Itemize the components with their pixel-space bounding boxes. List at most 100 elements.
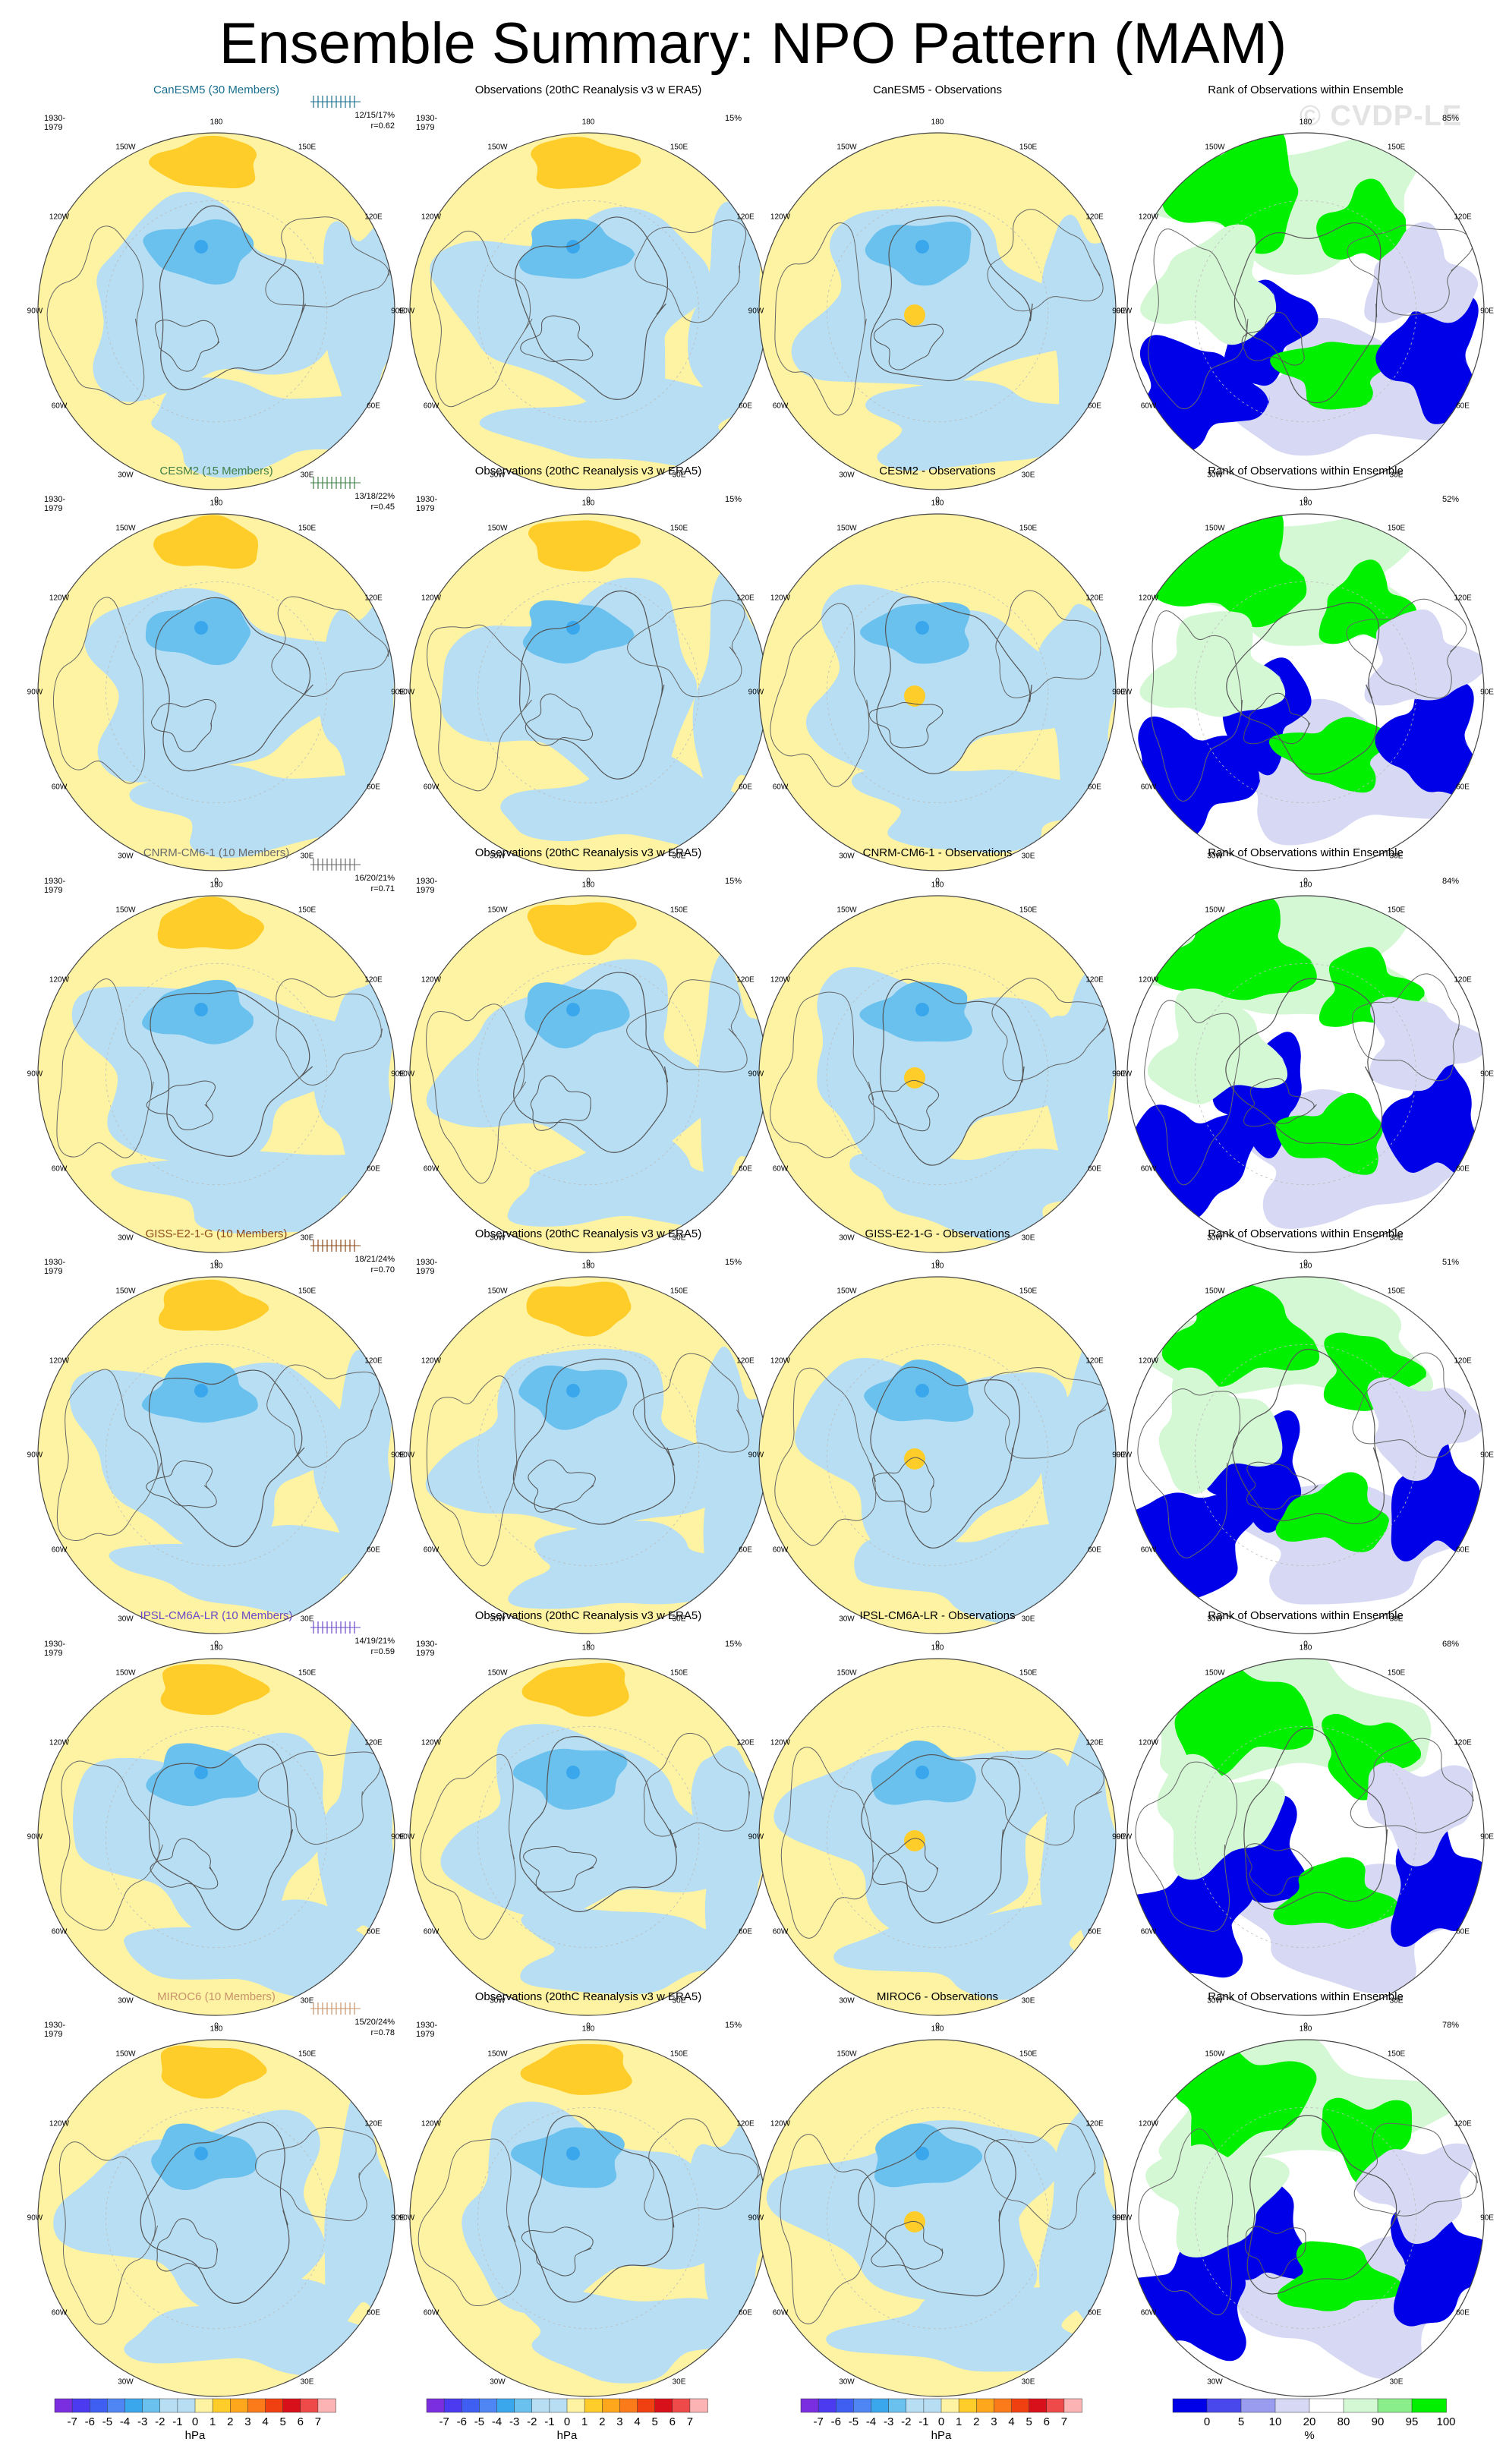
map-border [1126, 1276, 1485, 1634]
longitude-label: 150W [115, 906, 136, 915]
panel-title: Rank of Observations within Ensemble [1208, 1227, 1404, 1240]
longitude-label: 60W [1140, 783, 1157, 791]
longitude-label: 180 [931, 1643, 944, 1653]
longitude-label: 90E [1112, 307, 1126, 316]
longitude-label: 90W [399, 2214, 415, 2223]
map-fill [1127, 133, 1484, 490]
longitude-label: 90E [1112, 688, 1126, 697]
longitude-label: 30E [1389, 852, 1404, 861]
colorbar-tick-label: 0 [937, 2415, 945, 2428]
rank-region [1205, 2169, 1312, 2280]
panel-title: Rank of Observations within Ensemble [1208, 1609, 1404, 1622]
longitude-label: 150E [670, 1287, 688, 1296]
longitude-label: 60W [772, 402, 789, 410]
longitude-label: 30W [118, 471, 134, 480]
colorbar-tick-label: -1 [918, 2415, 929, 2428]
longitude-label: 90W [399, 1832, 415, 1842]
rank-region [1127, 1867, 1254, 1978]
longitude-label: 30E [1389, 1996, 1404, 2006]
coastline [981, 1748, 1104, 1846]
map-border [37, 895, 395, 1253]
longitude-label: 120W [421, 1738, 442, 1747]
longitude-label: 90W [27, 1451, 43, 1460]
longitude-label: 120E [364, 1738, 383, 1747]
longitude-label: 90E [1112, 2214, 1126, 2223]
longitude-label: 0 [214, 2021, 219, 2031]
coastline [644, 2118, 762, 2220]
longitude-label: 150W [1205, 1287, 1225, 1296]
coastline [156, 2218, 219, 2272]
coastline [1246, 2115, 1400, 2295]
longitude-label: 60W [423, 2308, 440, 2317]
period-label: 1930-1979 [44, 1258, 66, 1276]
variance-explained: 12/15/17% [354, 111, 395, 120]
longitude-label: 90E [1480, 307, 1494, 316]
longitude-label: 0 [1303, 877, 1308, 886]
panel-title: MIROC6 (10 Members) [157, 1990, 276, 2003]
member-spread-ticks [310, 2002, 361, 2015]
colorbar-tick-label: 90 [1371, 2415, 1385, 2428]
panel-title: CNRM-CM6-1 - Observations [862, 846, 1013, 859]
rank-region [1381, 1043, 1482, 1178]
watermark: © CVDP-LE [1300, 100, 1463, 132]
coastline [872, 1838, 938, 1892]
longitude-label: 90E [391, 307, 405, 316]
longitude-label: 60W [423, 783, 440, 791]
negative-anomaly-core [194, 1766, 208, 1779]
coastline [426, 1375, 518, 1567]
period-label: 1930-1979 [416, 877, 438, 895]
negative-anomaly-core [566, 1003, 580, 1016]
longitude-label: 30E [1021, 852, 1035, 861]
coastline [528, 2115, 675, 2303]
longitude-label: 90W [399, 1070, 415, 1079]
coastline [1148, 228, 1249, 410]
map-border [758, 1276, 1117, 1634]
longitude-label: 150W [836, 906, 857, 915]
negative-anomaly [323, 221, 395, 451]
longitude-label: 30W [1207, 852, 1223, 861]
variance-stats: 14/19/21% r=0.59 [311, 1636, 395, 1657]
longitude-label: 0 [214, 1259, 219, 1268]
variance-explained: 13/18/22% [354, 492, 395, 501]
coastline [870, 215, 1033, 382]
longitude-label: 30W [118, 1234, 134, 1243]
longitude-label: 30W [490, 2377, 506, 2387]
period-label: 1930-1979 [416, 1640, 438, 1658]
coastline [780, 2134, 875, 2324]
longitude-label: 150W [115, 143, 136, 152]
longitude-label: 30E [300, 1615, 314, 1624]
longitude-label: 90W [399, 1451, 415, 1460]
longitude-label: 30W [490, 1996, 506, 2006]
longitude-label: 90E [1112, 1070, 1126, 1079]
coastline [1138, 2128, 1233, 2316]
graticule [826, 1725, 1049, 1949]
colorbar-tick-label: 100 [1436, 2415, 1456, 2428]
rank-region [1270, 342, 1399, 410]
rank-region [1375, 672, 1481, 796]
longitude-label: 90W [399, 307, 415, 316]
map-border [1126, 1658, 1485, 2016]
negative-anomaly [865, 380, 1116, 471]
negative-anomaly-core [566, 240, 580, 254]
longitude-label: 120E [736, 975, 755, 984]
longitude-label: 120W [49, 213, 70, 221]
negative-anomaly-strong [874, 2123, 985, 2188]
member-spread-ticks [310, 96, 361, 108]
longitude-label: 180 [210, 2024, 223, 2034]
longitude-label: 150E [670, 2050, 688, 2059]
coastline [420, 1753, 516, 1940]
longitude-label: 30E [672, 1234, 686, 1243]
coastline [1243, 1077, 1317, 1127]
longitude-label: 180 [581, 881, 595, 890]
variance-explained: 18/21/24% [354, 1255, 395, 1264]
longitude-label: 120W [770, 594, 791, 602]
negative-anomaly [500, 752, 751, 850]
longitude-label: 150W [836, 143, 857, 152]
graticule [105, 200, 328, 423]
map-fill [759, 896, 1116, 1252]
